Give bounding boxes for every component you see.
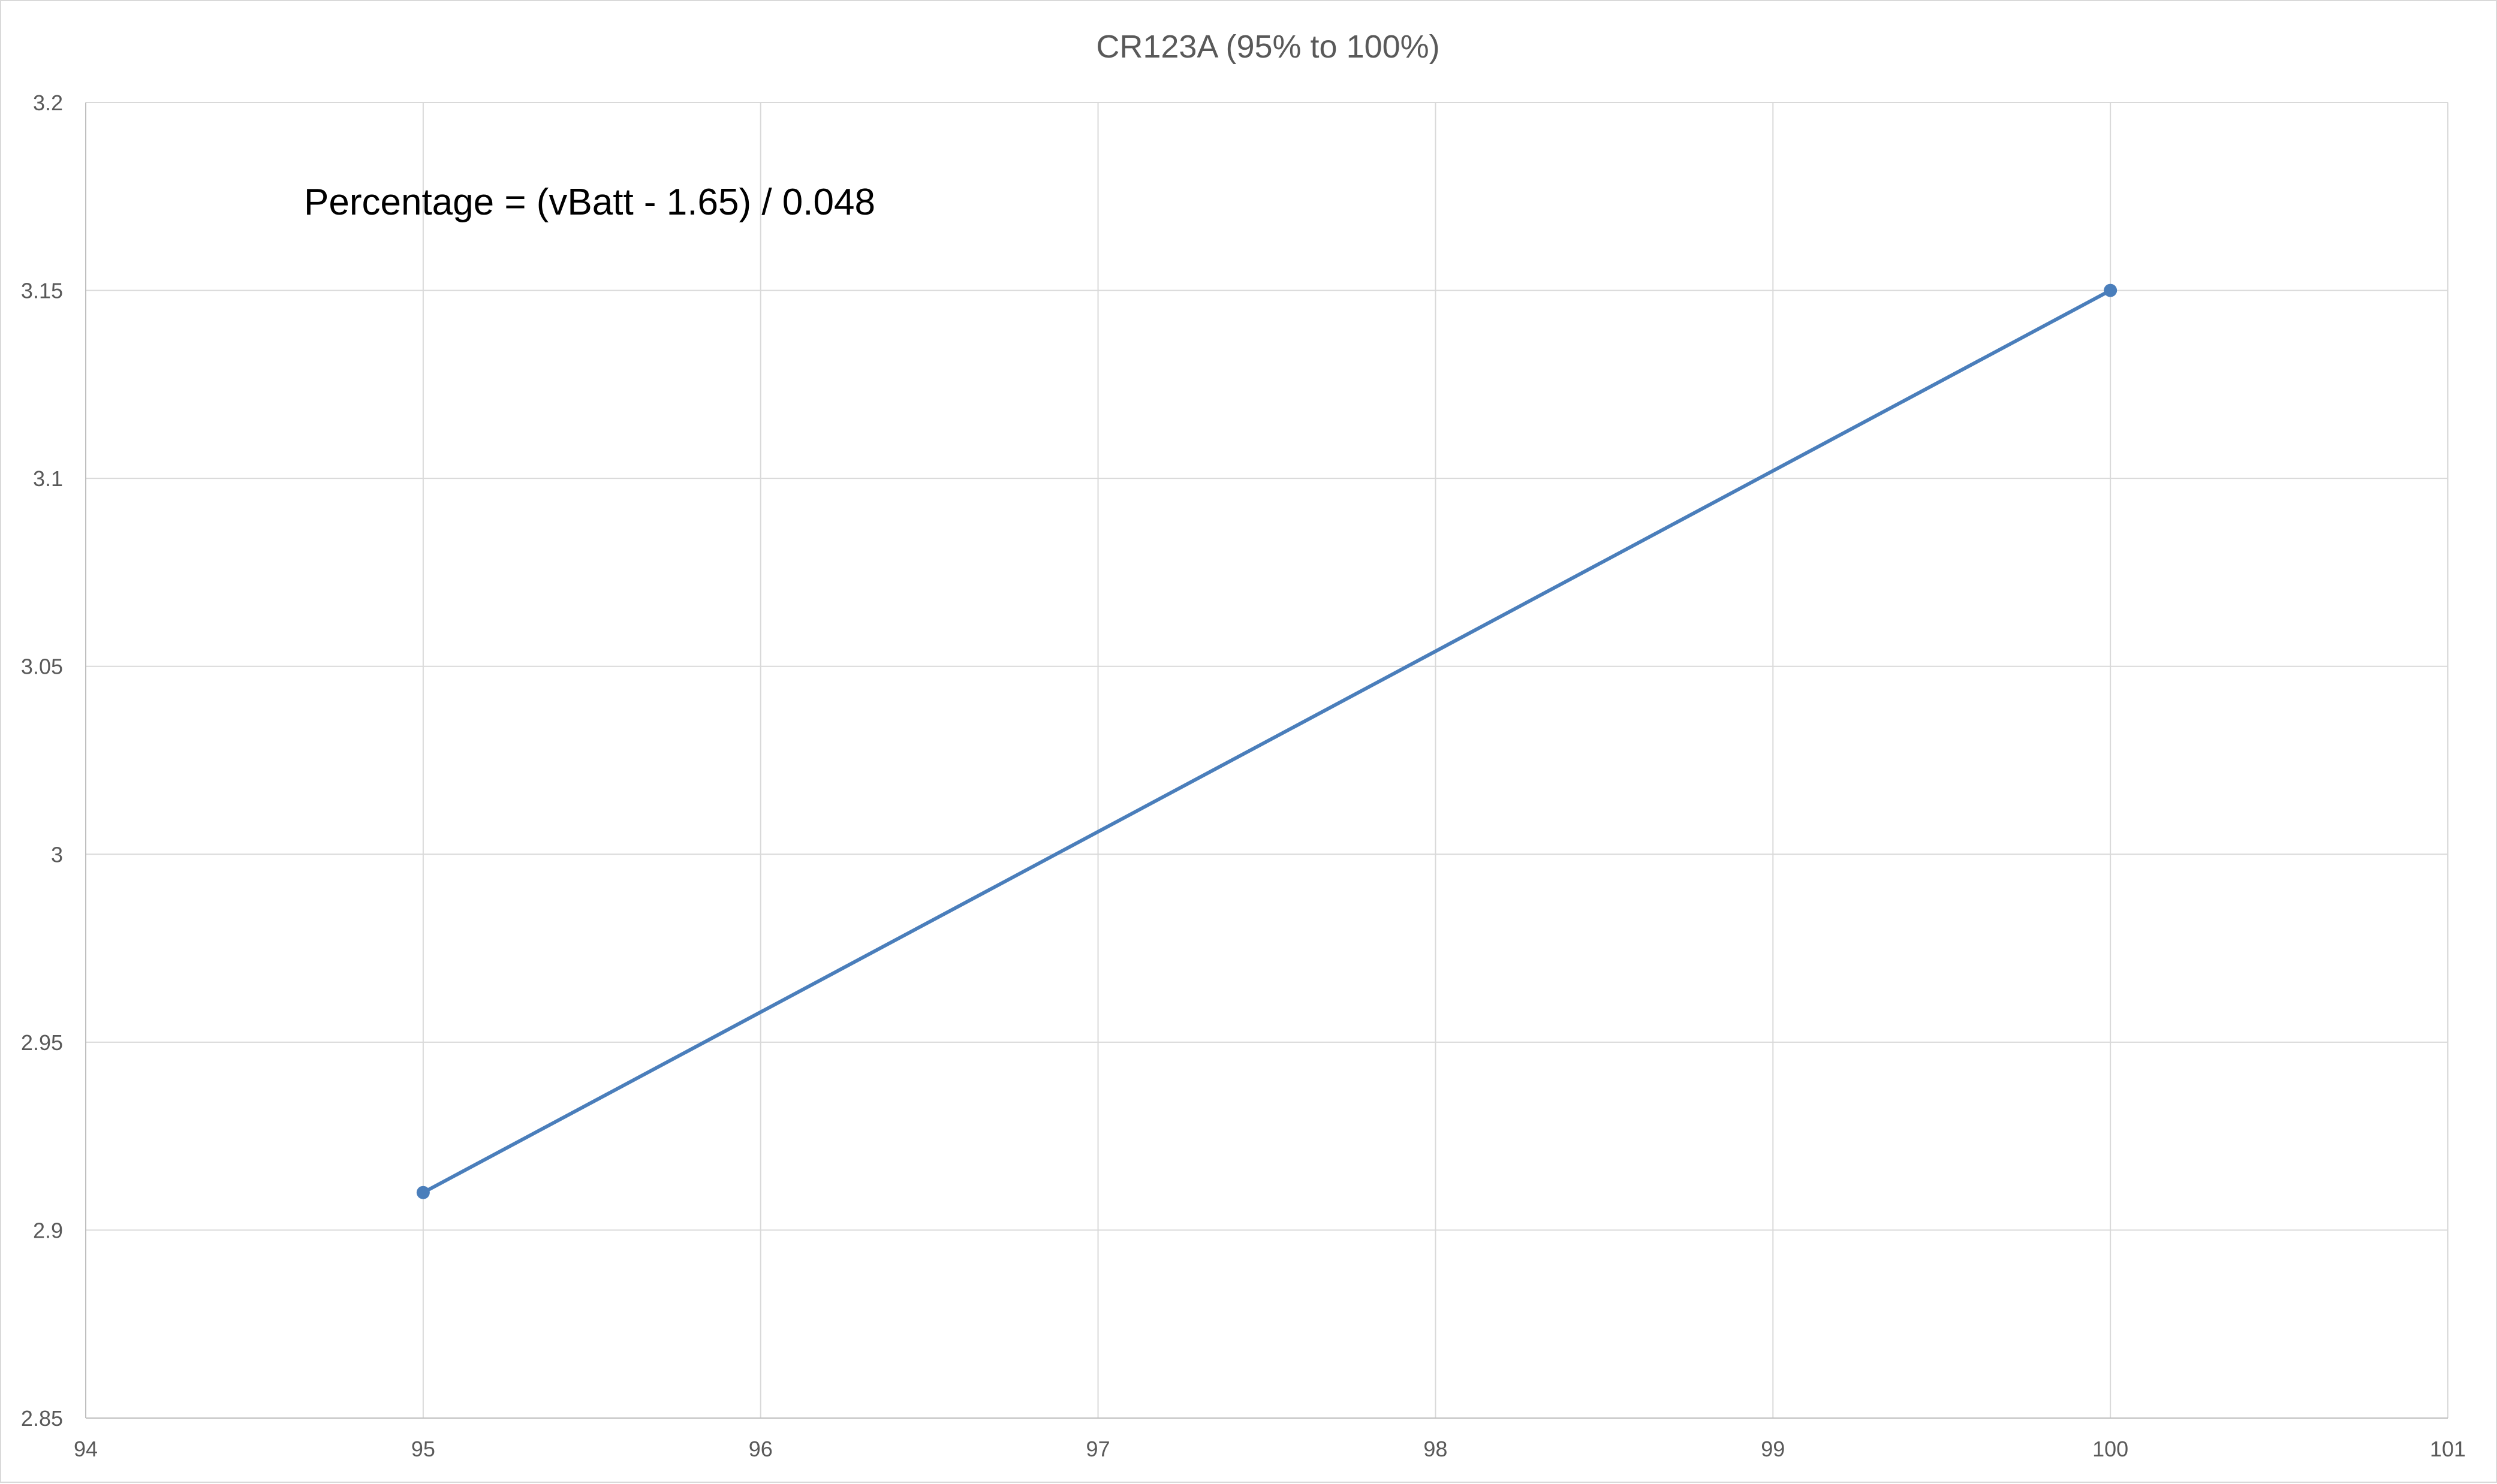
x-tick-label: 99 <box>1761 1437 1785 1461</box>
y-tick-label: 3.2 <box>33 91 63 115</box>
y-tick-label: 3.1 <box>33 466 63 491</box>
y-axis-ticks: 2.85 2.9 2.95 3 3.05 3.1 3.15 3.2 <box>21 91 63 1431</box>
x-tick-label: 96 <box>749 1437 773 1461</box>
y-tick-label: 2.95 <box>21 1030 63 1055</box>
data-point <box>416 1186 430 1199</box>
x-tick-label: 94 <box>74 1437 98 1461</box>
x-tick-label: 97 <box>1086 1437 1110 1461</box>
axes <box>85 102 2448 1419</box>
formula-annotation: Percentage = (vBatt - 1.65) / 0.048 <box>304 182 875 223</box>
x-tick-label: 98 <box>1423 1437 1447 1461</box>
grid-lines <box>86 102 2448 1418</box>
x-tick-label: 101 <box>2430 1437 2466 1461</box>
y-tick-label: 3 <box>51 842 63 867</box>
chart-title: CR123A (95% to 100%) <box>1096 29 1439 65</box>
y-tick-label: 2.85 <box>21 1406 63 1431</box>
x-axis-ticks: 94 95 96 97 98 99 100 101 <box>74 1437 2466 1461</box>
y-tick-label: 3.15 <box>21 279 63 303</box>
data-point <box>2104 283 2118 297</box>
x-tick-label: 100 <box>2092 1437 2128 1461</box>
series-layer <box>416 283 2118 1199</box>
x-tick-label: 95 <box>411 1437 435 1461</box>
series-line <box>421 288 2113 1195</box>
y-tick-label: 2.9 <box>33 1218 63 1242</box>
y-tick-label: 3.05 <box>21 654 63 679</box>
